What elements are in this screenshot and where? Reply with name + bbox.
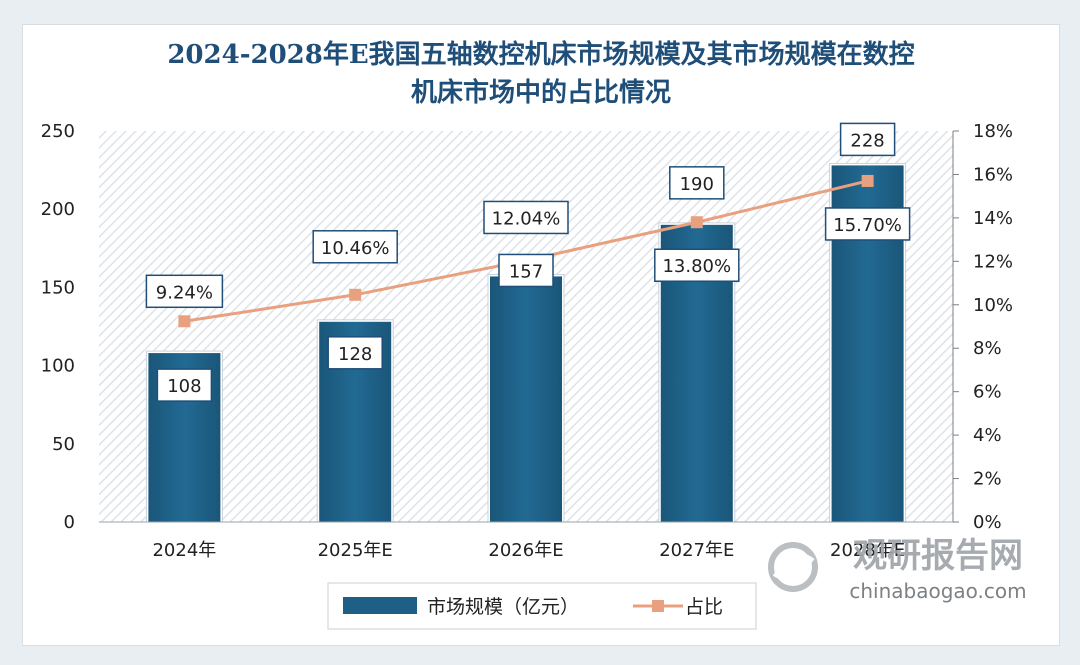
x-tick-label: 2027年E <box>659 540 734 561</box>
y-right-tick-label: 16% <box>973 164 1013 185</box>
bar-value-label-box <box>839 122 896 157</box>
bar-value-label: 128 <box>338 344 372 365</box>
y-right-tick-label: 0% <box>973 512 1002 533</box>
y-right-tick-label: 12% <box>973 251 1013 272</box>
line-value-label: 12.04% <box>492 208 561 229</box>
y-right-tick-label: 10% <box>973 295 1013 316</box>
legend-label-bar: 市场规模（亿元） <box>427 596 579 618</box>
y-left-tick-label: 250 <box>41 121 75 142</box>
y-axis-left: 0 50 100 150 200 250 <box>41 121 75 533</box>
bar-value-label-box <box>669 166 725 200</box>
line-value-label: 10.46% <box>321 238 390 259</box>
bar-value-label: 190 <box>680 174 714 195</box>
bar-value-label-box <box>327 336 383 370</box>
x-axis: 2024年 2025年E 2026年E 2027年E 2028年E <box>99 521 953 561</box>
bar-value-label-box <box>498 253 554 288</box>
line-marker <box>690 216 703 229</box>
line-value-label-box <box>824 207 911 241</box>
y-right-tick-label: 6% <box>973 382 1002 403</box>
line-value-label-box <box>483 200 569 235</box>
y-left-tick-label: 50 <box>52 434 75 455</box>
bar <box>490 276 562 522</box>
chart: 2024-2028年E我国五轴数控机床市场规模及其市场规模在数控 机床市场中的占… <box>41 39 1027 630</box>
y-left-tick-label: 0 <box>64 512 75 533</box>
y-axis-right: 0% 2% 4% 6% 8% 10% 12% 14% 16% 18% <box>952 121 1013 533</box>
watermark-logo-icon <box>768 542 818 592</box>
x-tick-label: 2024年 <box>152 540 216 561</box>
y-left-tick-label: 200 <box>41 199 75 220</box>
watermark-logo-swoosh <box>772 553 815 579</box>
line-marker <box>349 288 362 301</box>
y-right-tick-label: 18% <box>973 121 1013 142</box>
line-value-label-box <box>654 248 740 282</box>
line-value-label-box <box>312 230 398 264</box>
line-marker <box>861 174 874 187</box>
y-right-tick-label: 2% <box>973 469 1002 490</box>
data-labels: 108 128 157 190 228 9.24% 10.46% 12.04% 13.80% 15… <box>145 122 911 402</box>
bar-value-label: 108 <box>167 376 201 397</box>
chart-title-line1: 2024-2028年E我国五轴数控机床市场规模及其市场规模在数控 <box>167 39 914 70</box>
chart-card: 2024-2028年E我国五轴数控机床市场规模及其市场规模在数控 机床市场中的占… <box>22 24 1060 646</box>
watermark-name: 观研报告网 <box>853 536 1023 576</box>
watermark: 观研报告网 chinabaogao.com <box>768 536 1027 603</box>
x-tick-label: 2028年E <box>830 540 905 561</box>
bar-value-label: 157 <box>509 261 543 282</box>
x-tick-label: 2026年E <box>488 540 563 561</box>
line-value-label-box <box>145 274 224 309</box>
bar-value-label: 228 <box>850 130 884 151</box>
legend-swatch-bar <box>343 597 417 614</box>
legend: 市场规模（亿元） 占比 <box>327 582 757 630</box>
y-left-tick-label: 100 <box>41 356 75 377</box>
line-marker <box>178 315 191 328</box>
line-value-label: 13.80% <box>662 256 731 277</box>
y-right-tick-label: 14% <box>973 208 1013 229</box>
watermark-domain: chinabaogao.com <box>849 579 1026 603</box>
legend-label-line: 占比 <box>685 596 723 618</box>
legend-swatch-marker <box>652 600 664 612</box>
y-right-tick-label: 4% <box>973 425 1002 446</box>
y-right-tick-label: 8% <box>973 338 1002 359</box>
line-value-label: 9.24% <box>156 282 213 303</box>
bar-series <box>145 162 907 523</box>
chart-title-line2: 机床市场中的占比情况 <box>411 77 671 108</box>
line-value-label: 15.70% <box>833 215 902 236</box>
bar-value-label-box <box>156 368 213 402</box>
x-tick-label: 2025年E <box>318 540 393 561</box>
y-left-tick-label: 150 <box>41 277 75 298</box>
